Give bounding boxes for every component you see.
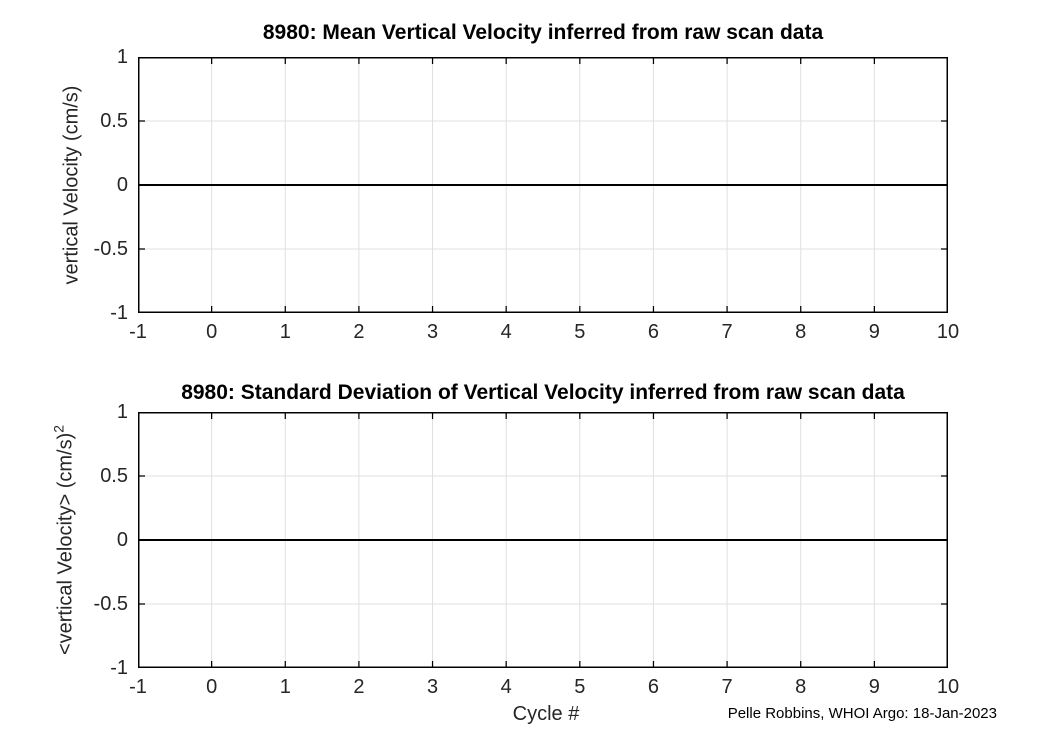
y-tick-label: 0	[116, 174, 128, 196]
subplot-mean-title: 8980: Mean Vertical Velocity inferred fr…	[262, 21, 824, 44]
x-tick-label: 7	[721, 676, 733, 698]
plot-canvas	[138, 412, 948, 668]
x-tick-label: 0	[206, 676, 218, 698]
x-tick-label: 1	[279, 676, 291, 698]
x-tick-label: 9	[868, 676, 880, 698]
x-tick-label: 7	[721, 321, 733, 343]
y-tick-label: 1	[116, 46, 128, 68]
subplot-std-y-axis-label: <vertical Velocity> (cm/s)2	[47, 425, 78, 655]
y-tick-label: 1	[116, 401, 128, 423]
x-tick-label: 6	[647, 321, 660, 343]
y-tick-label: -0.5	[93, 238, 128, 260]
x-tick-label: 9	[868, 321, 880, 343]
x-tick-label: 8	[795, 321, 807, 343]
x-tick-label: 10	[936, 676, 960, 698]
x-axis-label: Cycle #	[512, 703, 580, 725]
y-tick-label: -1	[110, 302, 128, 324]
x-tick-label: 6	[647, 676, 660, 698]
y-tick-label: 0.5	[100, 110, 128, 132]
x-tick-label: 10	[936, 321, 960, 343]
y-tick-label: -0.5	[93, 593, 128, 615]
subplot-mean-plot-area: -1 0 1 2 3 4 5 6 7 8 9 10 -1 -0.5 0 0.5 1	[94, 46, 960, 343]
y-axis-label-text: vertical Velocity (cm/s)	[60, 85, 83, 285]
subplot-std-title: 8980: Standard Deviation of Vertical Vel…	[181, 381, 905, 404]
x-tick-label: 5	[574, 676, 586, 698]
x-tick-label: 3	[426, 321, 439, 343]
y-tick-label: 0.5	[100, 465, 128, 487]
x-tick-label: -1	[129, 676, 147, 698]
x-tick-label: 3	[426, 676, 439, 698]
axes-box	[138, 57, 948, 313]
y-axis-label-text: <vertical Velocity> (cm/s)	[54, 432, 77, 656]
x-tick-label: 1	[279, 321, 291, 343]
credit-text: Pelle Robbins, WHOI Argo: 18-Jan-2023	[727, 705, 997, 722]
x-tick-label: 5	[574, 321, 586, 343]
y-tick-label: -1	[110, 657, 128, 679]
axes-box	[138, 412, 948, 668]
subplot-std-plot-area: -1 0 1 2 3 4 5 6 7 8 9 10 -1 -0.5 0 0.5 1	[94, 401, 960, 698]
x-tick-label: 8	[795, 676, 807, 698]
plot-canvas	[138, 57, 948, 313]
y-axis-label-superscript: 2	[50, 424, 67, 433]
x-tick-label: 4	[500, 676, 512, 698]
y-tick-label: 0	[116, 529, 128, 551]
x-tick-label: 2	[353, 676, 365, 698]
x-tick-label: 2	[353, 321, 365, 343]
x-tick-label: -1	[129, 321, 147, 343]
x-tick-label: 0	[206, 321, 218, 343]
subplot-mean-y-axis-label: vertical Velocity (cm/s)	[53, 86, 84, 285]
x-tick-label: 4	[500, 321, 512, 343]
